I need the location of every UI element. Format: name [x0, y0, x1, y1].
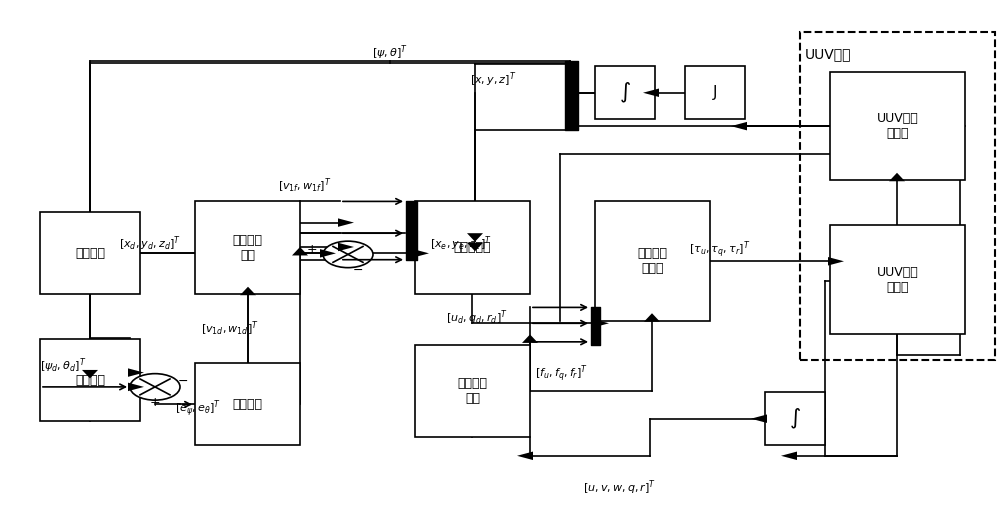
Polygon shape — [781, 452, 797, 460]
Text: 轨迹跟踪
控制器: 轨迹跟踪 控制器 — [638, 247, 668, 275]
Text: $\int$: $\int$ — [619, 81, 631, 105]
Text: UUV动力
学模型: UUV动力 学模型 — [877, 266, 918, 294]
Polygon shape — [338, 243, 354, 251]
Polygon shape — [467, 233, 483, 242]
Text: 虚拟控制律: 虚拟控制律 — [454, 241, 491, 254]
Polygon shape — [338, 218, 354, 227]
Text: $[f_u, f_q, f_r]^T$: $[f_u, f_q, f_r]^T$ — [535, 363, 588, 384]
Polygon shape — [751, 414, 767, 423]
Polygon shape — [731, 122, 747, 130]
Text: $[x, y, z]^T$: $[x, y, z]^T$ — [470, 70, 516, 89]
Text: −: − — [353, 264, 363, 277]
Text: UUV运动
学模型: UUV运动 学模型 — [877, 112, 918, 140]
Text: $[v_{1d}, w_{1d}]^T$: $[v_{1d}, w_{1d}]^T$ — [201, 320, 259, 338]
FancyBboxPatch shape — [830, 225, 965, 334]
Polygon shape — [413, 249, 429, 258]
FancyBboxPatch shape — [595, 201, 710, 321]
Polygon shape — [467, 243, 483, 251]
FancyBboxPatch shape — [685, 66, 745, 119]
Text: $\int$: $\int$ — [789, 407, 801, 431]
FancyBboxPatch shape — [415, 344, 530, 437]
Polygon shape — [828, 257, 844, 266]
Polygon shape — [593, 319, 609, 328]
Text: +: + — [307, 243, 317, 255]
Polygon shape — [292, 247, 308, 255]
Text: 期望姿态: 期望姿态 — [75, 374, 105, 387]
Text: $[v_{1f}, w_{1f}]^T$: $[v_{1f}, w_{1f}]^T$ — [278, 176, 332, 195]
Polygon shape — [128, 383, 144, 391]
Polygon shape — [522, 334, 538, 343]
Text: $[e_\psi, e_\theta]^T$: $[e_\psi, e_\theta]^T$ — [175, 398, 221, 419]
Circle shape — [130, 374, 180, 400]
Text: $[x_d, y_d, z_d]^T$: $[x_d, y_d, z_d]^T$ — [119, 234, 181, 253]
FancyBboxPatch shape — [40, 212, 140, 294]
FancyBboxPatch shape — [40, 339, 140, 421]
Text: $[\tau_u, \tau_q, \tau_r]^T$: $[\tau_u, \tau_q, \tau_r]^T$ — [689, 238, 751, 260]
Polygon shape — [128, 368, 144, 377]
Circle shape — [323, 241, 373, 268]
Text: 生物启发
模型: 生物启发 模型 — [458, 377, 488, 405]
FancyBboxPatch shape — [195, 363, 300, 445]
Text: +: + — [150, 396, 160, 409]
Text: $[u_d, q_d, r_d]^T$: $[u_d, q_d, r_d]^T$ — [446, 308, 508, 328]
FancyBboxPatch shape — [765, 392, 825, 445]
Polygon shape — [82, 370, 98, 378]
Text: −: − — [178, 375, 188, 388]
Text: UUV模型: UUV模型 — [805, 48, 852, 61]
FancyBboxPatch shape — [830, 72, 965, 180]
Polygon shape — [517, 452, 533, 460]
Text: J: J — [713, 85, 717, 100]
Text: $[u, v, w, q, r]^T$: $[u, v, w, q, r]^T$ — [583, 478, 657, 497]
Text: 生物启发
模型: 生物启发 模型 — [232, 234, 262, 262]
Polygon shape — [644, 313, 660, 322]
Polygon shape — [320, 249, 336, 258]
FancyBboxPatch shape — [595, 66, 655, 119]
FancyBboxPatch shape — [195, 201, 300, 294]
Polygon shape — [240, 287, 256, 295]
Polygon shape — [889, 173, 905, 181]
Text: $[x_e, y_e, z_e]^T$: $[x_e, y_e, z_e]^T$ — [430, 234, 492, 253]
Polygon shape — [643, 89, 659, 97]
FancyBboxPatch shape — [415, 201, 530, 294]
Text: $[\psi_d, \theta_d]^T$: $[\psi_d, \theta_d]^T$ — [40, 356, 86, 375]
Text: 期望位置: 期望位置 — [75, 246, 105, 260]
Text: 虚拟速度: 虚拟速度 — [232, 398, 262, 411]
Text: $[\psi, \theta]^T$: $[\psi, \theta]^T$ — [372, 43, 408, 63]
